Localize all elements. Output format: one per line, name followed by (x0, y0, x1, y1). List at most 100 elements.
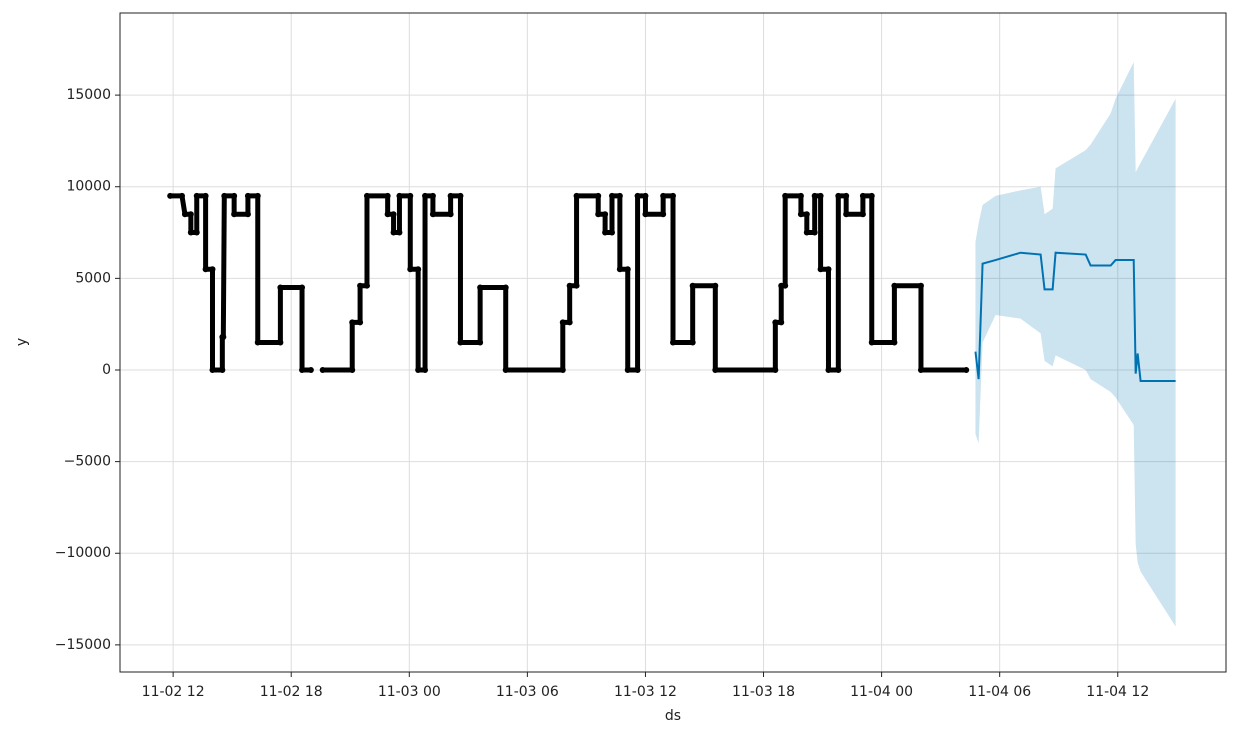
observed-point (843, 192, 850, 199)
plot-frame (119, 12, 1227, 673)
observed-point (616, 266, 623, 273)
observed-point (209, 266, 216, 273)
observed-point (689, 282, 696, 289)
observed-point (595, 211, 602, 218)
observed-point (602, 211, 609, 218)
x-tick-label: 11-04 06 (968, 684, 1031, 700)
observed-point (390, 229, 397, 236)
observed-point (712, 282, 719, 289)
observed-point (843, 211, 850, 218)
observed-point (608, 192, 615, 199)
observed-point (220, 334, 227, 341)
observed-point (642, 211, 649, 218)
observed-point (277, 284, 284, 291)
observed-point (181, 211, 188, 218)
observed-point (407, 266, 414, 273)
observed-point (835, 366, 842, 373)
observed-point (429, 211, 436, 218)
x-tick-label: 11-03 18 (732, 684, 795, 700)
observed-point (349, 366, 356, 373)
observed-point (244, 192, 251, 199)
observed-point (477, 284, 484, 291)
observed-point (396, 192, 403, 199)
x-tick-label: 11-03 12 (614, 684, 677, 700)
uncertainty-band (975, 62, 1176, 627)
observed-point (429, 192, 436, 199)
observed-point (299, 366, 306, 373)
observed-point (559, 366, 566, 373)
observed-line (170, 193, 311, 373)
observed-point (178, 192, 185, 199)
observed-point (670, 339, 676, 346)
observed-point (602, 229, 609, 236)
observed-point (502, 366, 509, 373)
observed-point (772, 366, 779, 373)
y-axis-label: y (14, 338, 30, 346)
observed-point (566, 282, 573, 289)
observed-point (415, 366, 422, 373)
observed-point (891, 339, 898, 346)
observed-point (660, 211, 667, 218)
y-tick-label: −5000 (64, 454, 111, 470)
x-tick-label: 11-03 06 (496, 684, 559, 700)
observed-point (608, 229, 615, 236)
observed-point (422, 366, 429, 373)
observed-point (963, 366, 970, 373)
forecast-line (974, 251, 1176, 382)
observed-point (624, 366, 631, 373)
observed-point (244, 211, 251, 218)
observed-point (566, 319, 573, 326)
observed-point (299, 284, 306, 291)
observed-point (660, 192, 667, 199)
observed-point (825, 266, 832, 273)
observed-point (277, 339, 284, 346)
observed-point (559, 319, 566, 326)
observed-point (319, 366, 326, 373)
observed-point (231, 211, 238, 218)
observed-point (811, 192, 818, 199)
observed-point (917, 282, 924, 289)
y-tick-label: 0 (102, 362, 111, 378)
observed-point (573, 282, 580, 289)
observed-point (859, 192, 866, 199)
observed-point (193, 192, 200, 199)
observed-point (422, 192, 429, 199)
observed-point (447, 192, 454, 199)
observed-point (670, 192, 676, 199)
y-tick-label: −15000 (55, 637, 111, 653)
observed-point (634, 366, 641, 373)
observed-point (797, 192, 804, 199)
observed-point (221, 192, 228, 199)
observed-point (817, 266, 824, 273)
observed-point (778, 319, 785, 326)
x-tick-label: 11-02 18 (260, 684, 323, 700)
observed-point (390, 211, 397, 218)
observed-point (457, 192, 464, 199)
observed-point (859, 211, 866, 218)
observed-point (384, 211, 391, 218)
observed-point (573, 192, 580, 199)
observed-point (712, 366, 719, 373)
observed-point (817, 192, 824, 199)
x-tick-label: 11-02 12 (142, 684, 205, 700)
observed-point (187, 229, 194, 236)
observed-point (782, 192, 789, 199)
observed-point (502, 284, 509, 291)
observed-point (187, 211, 194, 218)
observed-point (811, 229, 818, 236)
observed-point (595, 192, 602, 199)
y-tick-label: 10000 (66, 179, 111, 195)
observed-point (357, 282, 364, 289)
observed-point (825, 366, 832, 373)
observed-point (357, 319, 364, 326)
observed-point (415, 266, 422, 273)
observed-point (835, 192, 842, 199)
y-tick-label: −10000 (55, 545, 111, 561)
x-axis-label: ds (665, 708, 681, 724)
observed-point (457, 339, 464, 346)
observed-point (772, 319, 779, 326)
observed-point (231, 192, 238, 199)
observed-point (477, 339, 484, 346)
observed-point (917, 366, 924, 373)
